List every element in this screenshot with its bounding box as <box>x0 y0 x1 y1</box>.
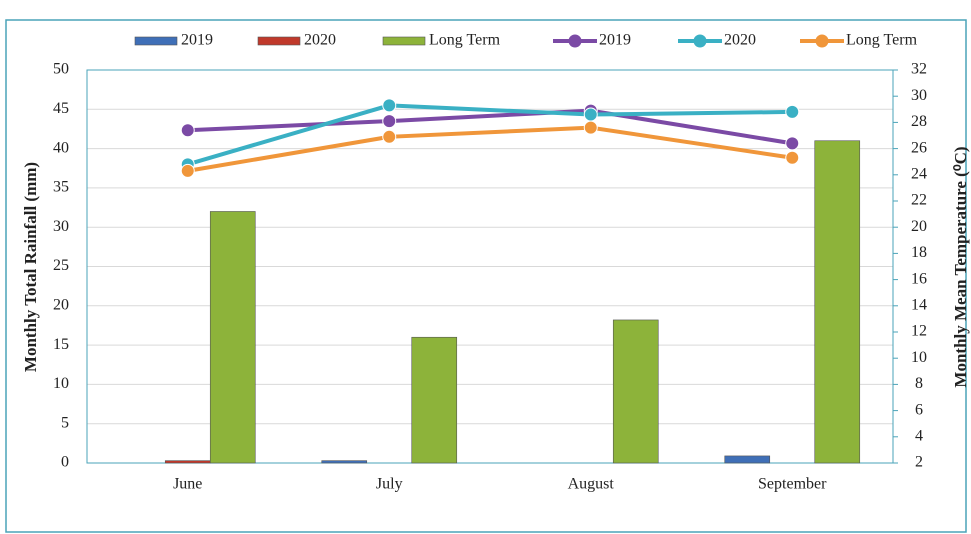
x-tick-label: June <box>173 476 202 493</box>
y-tick-label: 15 <box>53 336 69 353</box>
y-tick-label: 30 <box>53 218 69 235</box>
point <box>785 136 800 151</box>
bar <box>321 460 368 464</box>
legend-label: Long Term <box>429 32 501 49</box>
y-tick-label: 45 <box>53 100 69 117</box>
y2-tick-label: 22 <box>911 192 927 209</box>
y2-tick-label: 6 <box>915 401 923 418</box>
y2-tick-label: 8 <box>915 375 923 392</box>
y2-tick-label: 26 <box>911 139 927 156</box>
bar <box>411 336 458 464</box>
legend-swatch <box>382 36 426 46</box>
x-tick-label: July <box>376 476 403 493</box>
point <box>180 163 195 178</box>
bar <box>724 455 771 464</box>
y2-tick-label: 16 <box>911 270 927 287</box>
y2-tick-label: 18 <box>911 244 927 261</box>
y2-tick-label: 2 <box>915 454 923 471</box>
line <box>187 108 793 146</box>
line <box>187 125 793 173</box>
y2-tick-label: 4 <box>915 427 923 444</box>
bar <box>209 211 256 464</box>
legend-label: Long Term <box>846 32 918 49</box>
legend-swatch <box>134 36 178 46</box>
y2-tick-label: 24 <box>911 165 927 182</box>
legend-label: 2019 <box>599 32 631 49</box>
y2-tick-label: 28 <box>911 113 927 130</box>
y-tick-label: 50 <box>53 61 69 78</box>
y2-tick-label: 30 <box>911 87 927 104</box>
y-tick-label: 35 <box>53 179 69 196</box>
y2-axis-title: Monthly Mean Temperature (⁰C) <box>951 146 970 387</box>
y-tick-label: 0 <box>61 454 69 471</box>
x-tick-label: August <box>568 476 615 493</box>
point <box>583 120 598 135</box>
point <box>382 129 397 144</box>
point <box>382 114 397 129</box>
legend-marker <box>568 34 582 48</box>
point <box>583 107 598 122</box>
plot-area <box>86 69 894 464</box>
y-axis-title: Monthly Total Rainfall (mm) <box>21 162 40 372</box>
x-tick-label: September <box>758 476 827 493</box>
bar <box>814 140 861 464</box>
y2-tick-label: 20 <box>911 218 927 235</box>
y2-tick-label: 32 <box>911 61 927 78</box>
point <box>785 150 800 165</box>
bar <box>164 460 211 464</box>
legend-label: 2020 <box>304 32 336 49</box>
chart-frame <box>5 19 967 533</box>
y-tick-label: 25 <box>53 257 69 274</box>
y-tick-label: 10 <box>53 375 69 392</box>
legend-swatch <box>257 36 301 46</box>
legend-marker <box>693 34 707 48</box>
point <box>382 98 397 113</box>
point <box>785 104 800 119</box>
legend-label: 2020 <box>724 32 756 49</box>
line <box>187 103 793 167</box>
legend-marker <box>815 34 829 48</box>
legend-label: 2019 <box>181 32 213 49</box>
y2-tick-label: 14 <box>911 296 927 313</box>
y-tick-label: 5 <box>61 414 69 431</box>
y2-tick-label: 10 <box>911 349 927 366</box>
y2-tick-label: 12 <box>911 323 927 340</box>
bar <box>612 319 659 464</box>
y-tick-label: 20 <box>53 296 69 313</box>
y-tick-label: 40 <box>53 139 69 156</box>
point <box>180 123 195 138</box>
